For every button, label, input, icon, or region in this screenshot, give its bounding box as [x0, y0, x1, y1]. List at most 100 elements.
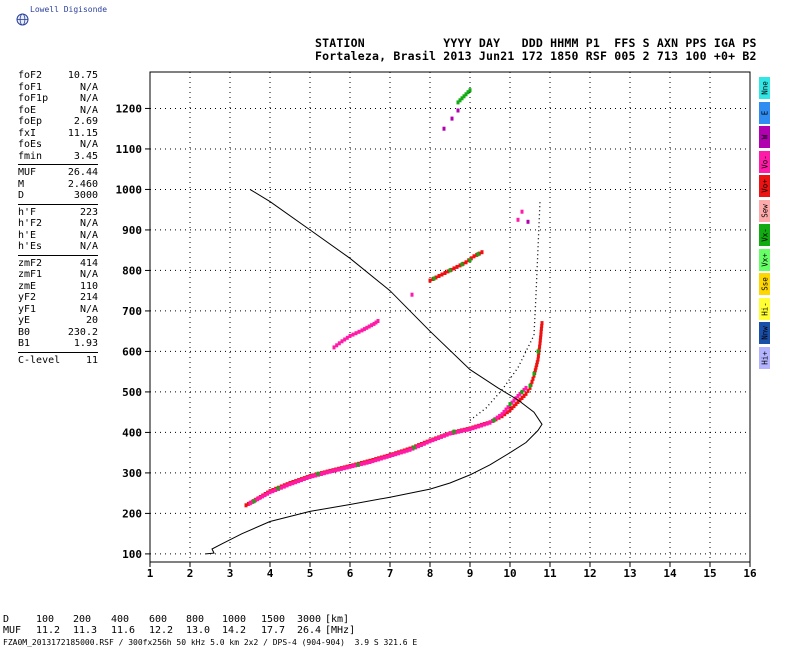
param-key: h'E — [18, 229, 37, 241]
echo-point — [362, 461, 366, 466]
echo-point — [495, 415, 499, 420]
echo-point — [479, 423, 483, 428]
param-key: B0 — [18, 326, 31, 338]
param-row: D 3000 — [18, 190, 98, 202]
param-value: N/A — [79, 229, 98, 241]
echo-point — [508, 408, 512, 413]
legend-label: Vo+ — [760, 179, 769, 193]
echo-point — [442, 433, 446, 438]
param-row: fxI 11.15 — [18, 128, 98, 140]
param-key: foEs — [18, 139, 43, 150]
muf-cell: 11.3 — [73, 625, 98, 636]
param-key: D — [18, 190, 25, 201]
legend-label: E — [760, 110, 769, 115]
logo-text: Lowell Digisonde — [30, 5, 108, 14]
param-value: N/A — [79, 303, 98, 315]
legend-item: W — [759, 126, 770, 148]
echo-point — [394, 452, 398, 457]
echo-point — [377, 457, 381, 462]
x-tick-label: 14 — [663, 567, 677, 580]
echo-point — [540, 324, 544, 328]
echo-point — [534, 365, 538, 370]
echo-point — [539, 329, 543, 334]
param-value: N/A — [79, 269, 98, 280]
param-key: zmF2 — [18, 257, 43, 269]
param-key: foF1 — [18, 81, 43, 93]
echo-point — [437, 274, 441, 278]
muf-cell: 12.2 — [149, 625, 174, 636]
param-row: yF1 N/A — [18, 304, 98, 316]
echo-point — [437, 436, 441, 440]
param-key: fxI — [18, 127, 37, 139]
echo-point — [365, 325, 369, 330]
echo-point — [540, 321, 544, 326]
x-tick-label: 2 — [187, 567, 194, 580]
echo-point — [316, 471, 320, 476]
echo-point — [370, 323, 374, 328]
echo-point — [431, 438, 435, 443]
param-value: 230.2 — [67, 326, 98, 338]
echo-point — [492, 418, 496, 423]
lowell-logo: Lowell Digisonde — [8, 3, 107, 26]
param-separator — [18, 351, 98, 353]
legend-label: Vx+ — [760, 252, 769, 267]
legend-item: Sse — [759, 273, 770, 295]
echo-point — [388, 453, 392, 458]
echo-point — [516, 217, 520, 222]
param-row: foF1p N/A — [18, 93, 98, 105]
echo-point — [374, 458, 378, 463]
echo-point — [539, 332, 543, 337]
header-values: Fortaleza, Brasil 2013 Jun21 172 1850 RS… — [315, 49, 757, 63]
legend-label: Vo- — [760, 154, 769, 169]
echo-point — [294, 480, 298, 485]
echo-point — [266, 491, 269, 496]
param-row: h'E N/A — [18, 230, 98, 242]
echo-point — [285, 483, 289, 488]
y-tick-label: 1000 — [116, 183, 143, 196]
muf-cell: 800 — [186, 614, 205, 625]
echo-point — [518, 398, 522, 402]
param-key: h'F — [18, 206, 37, 218]
muf-row-unit: [km] — [325, 614, 350, 625]
file-footer: FZA0M_2013172185000.RSF / 300fx256h 50 k… — [3, 638, 418, 647]
param-value: 414 — [79, 257, 98, 269]
echo-point — [508, 402, 512, 407]
param-value: 2.69 — [73, 116, 98, 127]
echo-point — [348, 334, 352, 338]
muf-row-label: MUF — [3, 625, 22, 636]
echo-point — [359, 462, 363, 467]
x-tick-label: 3 — [227, 567, 234, 580]
echo-point — [263, 493, 267, 498]
param-value: 11.15 — [67, 127, 98, 139]
muf-cell: 11.6 — [111, 625, 136, 636]
param-key: fmin — [18, 150, 43, 162]
parameter-panel: foF2 10.75 foF1 N/A foF1p N/A foE N/A foEp 2.69 fx… — [18, 70, 98, 366]
echo-point — [468, 88, 472, 93]
muf-cell: 11.2 — [36, 625, 61, 636]
muf-cell: 13.0 — [186, 625, 211, 636]
muf-cell: 400 — [111, 614, 130, 625]
param-key: foE — [18, 104, 37, 116]
echo-point — [362, 327, 366, 332]
y-tick-label: 1200 — [116, 102, 143, 115]
echo-point — [348, 464, 352, 469]
echo-point — [522, 387, 526, 392]
echo-point — [468, 258, 472, 263]
echo-point — [472, 254, 476, 259]
echo-point — [337, 341, 341, 346]
polarization-legend: Nne E W Vo- Vo+ Sew Vx- Vx+ Sse Hi- Nnw Hi+ — [759, 77, 771, 371]
param-value: 214 — [79, 292, 98, 303]
echo-point — [248, 501, 252, 506]
echo-point — [291, 481, 295, 486]
echo-point — [448, 431, 452, 436]
echo-point — [311, 474, 315, 479]
echo-point — [282, 484, 286, 489]
param-value: N/A — [79, 218, 98, 229]
echo-point — [297, 479, 301, 484]
echo-point — [488, 420, 492, 425]
param-value: N/A — [79, 241, 98, 252]
echo-point — [354, 331, 358, 336]
muf-cell: 100 — [36, 614, 55, 625]
legend-item: Nnw — [759, 322, 770, 344]
